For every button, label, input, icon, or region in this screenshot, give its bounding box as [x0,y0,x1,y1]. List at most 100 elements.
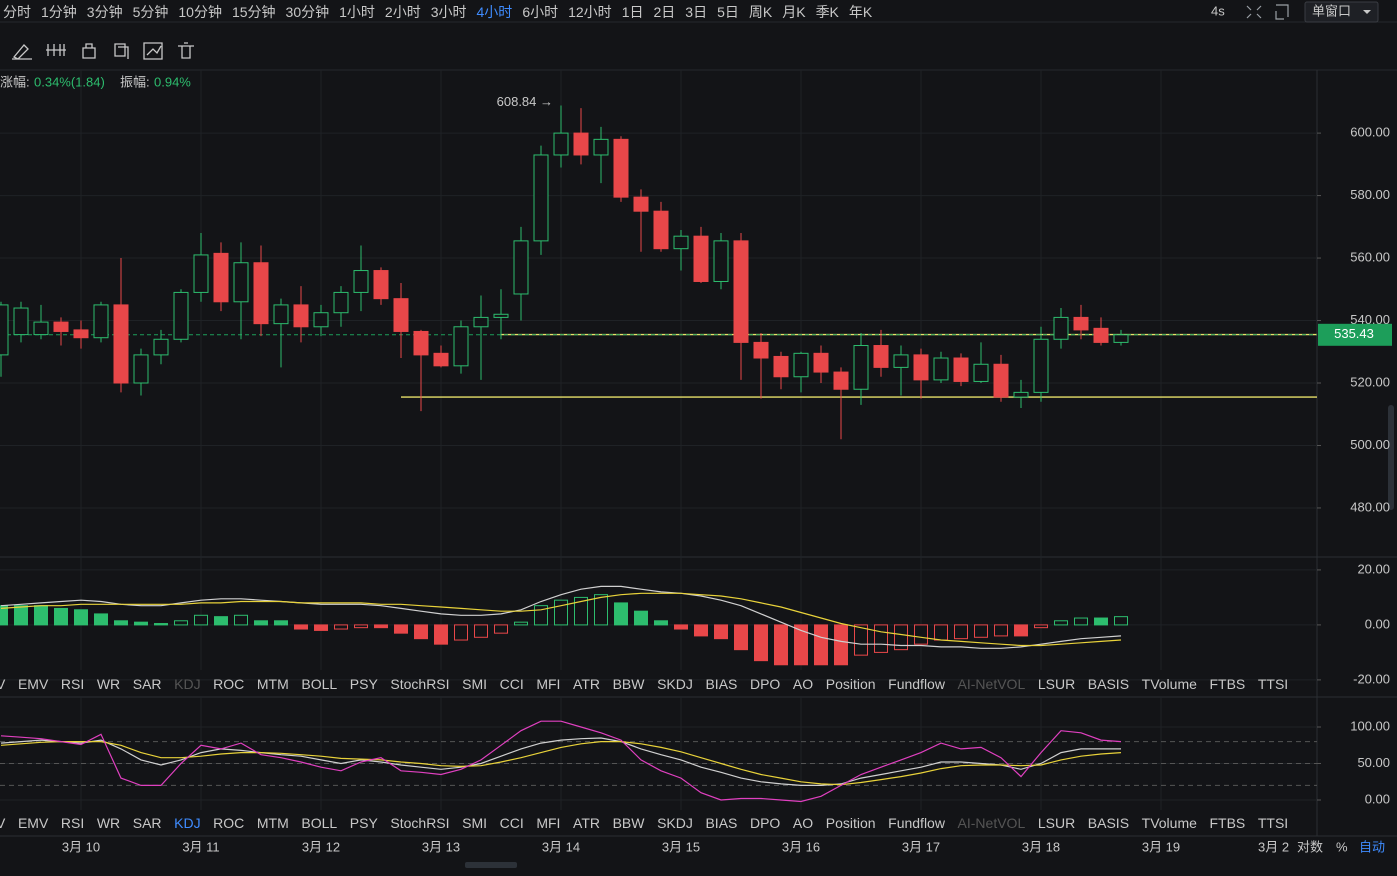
candle-body [453,326,469,367]
range-handle[interactable] [465,862,517,868]
tab[interactable]: FTBS [1209,676,1246,692]
tab[interactable]: PSY [349,815,378,831]
histogram-bar [834,624,848,666]
tab[interactable]: AO [792,815,814,831]
y-tick-label: 520.00 [1350,374,1390,389]
log-toggle[interactable]: 对数 [1297,839,1323,854]
refresh-rate[interactable]: 4s [1211,3,1225,18]
tab[interactable]: RSI [60,815,85,831]
tab[interactable]: BIAS [705,676,738,692]
tab[interactable]: 6小时 [522,4,559,20]
tab[interactable]: EMV [17,815,49,831]
tab[interactable]: TTSI [1257,676,1289,692]
tab[interactable]: MFI [536,815,561,831]
tab[interactable]: ROC [213,676,245,692]
histogram-bar [134,621,148,626]
tab[interactable]: BOLL [301,815,338,831]
tab[interactable]: 分时 [3,4,31,20]
tab[interactable]: 5日 [717,4,739,20]
tab[interactable]: LSUR [1037,676,1076,692]
auto-toggle[interactable]: 自动 [1359,839,1385,854]
histogram-bar [514,621,528,626]
tab[interactable]: AI-NetVOL [957,676,1026,692]
histogram-bar [814,624,828,666]
tab[interactable]: RSI [60,676,85,692]
tab[interactable]: 月K [782,4,806,20]
tab[interactable]: BASIS [1087,676,1130,692]
tab[interactable]: SKDJ [657,815,693,831]
tab[interactable]: AI-NetVOL [957,815,1026,831]
tab[interactable]: KDJ [174,815,201,831]
histogram-bar [314,624,328,631]
tab[interactable]: KDJ [174,676,201,692]
tab[interactable]: DPO [749,815,781,831]
tab[interactable]: CCI [499,815,524,831]
tab[interactable]: FTBS [1209,815,1246,831]
histogram-bar [574,596,588,626]
tab[interactable]: 30分钟 [285,4,330,20]
tab[interactable]: TTSI [1257,815,1289,831]
tab[interactable]: TVolume [1141,676,1197,692]
tab[interactable]: MTM [256,815,289,831]
tab[interactable]: MFI [536,676,561,692]
tab[interactable]: 1小时 [339,4,375,20]
tab[interactable]: 2小时 [384,4,421,20]
histogram-bar [894,624,908,651]
tab[interactable]: Fundflow [888,676,945,692]
candle-body [773,355,789,378]
window-select[interactable] [1304,1,1379,23]
tab[interactable]: ATR [573,815,600,831]
tab[interactable]: 4小时 [476,4,513,20]
tab[interactable]: PSY [349,676,378,692]
tab[interactable]: BBW [612,676,645,692]
tab[interactable]: BIAS [705,815,738,831]
tab[interactable]: SMI [462,676,488,692]
tab[interactable]: MTM [256,676,289,692]
window-mode[interactable]: 单窗口 [1312,3,1351,18]
tab[interactable]: 15分钟 [231,4,276,20]
tab[interactable]: BASIS [1087,815,1130,831]
tab[interactable]: WR [96,815,121,831]
tab[interactable]: 3分钟 [86,4,123,20]
tab[interactable]: StochRSI [390,676,450,692]
tab[interactable]: EMV [17,676,49,692]
tab[interactable]: BOLL [301,676,338,692]
tab[interactable]: LSUR [1037,815,1076,831]
tab[interactable]: 2日 [653,4,676,20]
tab[interactable]: 季K [815,4,839,20]
x-tick-label: 3月 19 [1142,839,1180,854]
tab[interactable]: WR [96,676,121,692]
tab[interactable]: DPO [749,676,781,692]
tab[interactable]: 5分钟 [132,4,169,20]
histogram-bar [494,624,508,634]
percent-toggle[interactable]: % [1336,839,1348,854]
tab[interactable]: AO [792,676,814,692]
tab[interactable]: 10分钟 [178,4,222,20]
tab[interactable]: 12小时 [568,4,612,20]
tab[interactable]: CCI [499,676,524,692]
x-tick-label: 3月 14 [542,839,580,854]
histogram-bar [1034,624,1048,629]
tab[interactable]: 1分钟 [41,4,77,20]
tab[interactable]: BBW [612,815,645,831]
tab[interactable]: SAR [132,676,162,692]
tab[interactable]: StochRSI [390,815,450,831]
tab[interactable]: 年K [848,4,873,20]
tab[interactable]: Position [825,815,876,831]
tab[interactable]: Fundflow [888,815,945,831]
scrollbar[interactable] [1388,405,1394,510]
tab[interactable]: 周K [748,4,773,20]
tab[interactable]: 3日 [685,4,708,20]
tab[interactable]: V [0,815,6,831]
tab[interactable]: ROC [213,815,245,831]
tab[interactable]: SKDJ [657,676,693,692]
tab[interactable]: ATR [573,676,600,692]
histogram-bar [394,624,408,634]
tab[interactable]: SAR [132,815,162,831]
tab[interactable]: V [0,676,6,692]
tab[interactable]: TVolume [1141,815,1197,831]
tab[interactable]: 3小时 [430,4,467,20]
tab[interactable]: SMI [462,815,488,831]
tab[interactable]: Position [825,676,876,692]
tab[interactable]: 1日 [621,4,644,20]
